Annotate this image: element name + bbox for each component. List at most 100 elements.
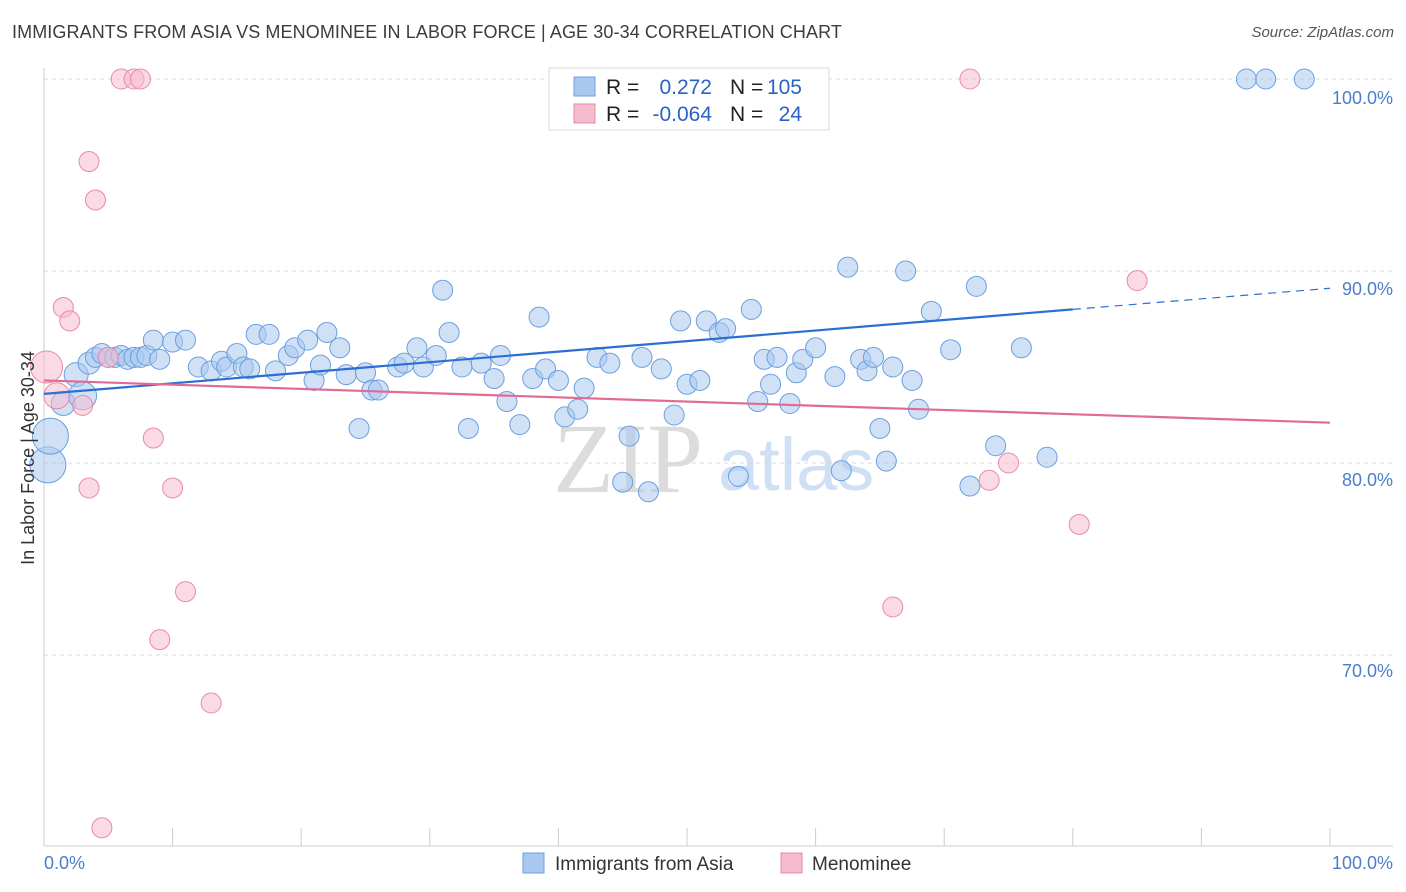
asia-data-point xyxy=(1036,446,1058,468)
legend-r-value-2: -0.064 xyxy=(652,103,712,126)
asia-data-point xyxy=(1255,68,1277,90)
asia-data-point xyxy=(31,417,69,455)
asia-data-point xyxy=(438,321,460,343)
series-menominee-points xyxy=(30,68,1148,839)
asia-data-point xyxy=(406,337,428,359)
asia-trend-line xyxy=(43,308,1073,395)
menominee-data-point xyxy=(84,189,106,211)
asia-data-point xyxy=(329,337,351,359)
asia-data-point xyxy=(618,425,640,447)
menominee-data-point xyxy=(162,477,184,499)
asia-data-point xyxy=(432,279,454,301)
menominee-data-point xyxy=(882,596,904,618)
y-tick-label-100: 100.0% xyxy=(1332,88,1393,108)
asia-data-point xyxy=(862,346,884,368)
menominee-data-point xyxy=(91,817,113,839)
asia-data-point xyxy=(985,435,1007,457)
y-tick-label-70: 70.0% xyxy=(1342,661,1393,681)
asia-data-point xyxy=(715,318,737,340)
legend-r-value-1: 0.272 xyxy=(659,76,712,99)
asia-data-point xyxy=(901,369,923,391)
x-tick-label-max: 100.0% xyxy=(1332,853,1393,873)
asia-data-point xyxy=(297,329,319,351)
menominee-data-point xyxy=(149,629,171,651)
menominee-data-point xyxy=(72,394,94,416)
asia-data-point xyxy=(830,460,852,482)
asia-data-point xyxy=(895,260,917,282)
asia-data-point xyxy=(959,475,981,497)
asia-data-point xyxy=(663,404,685,426)
asia-data-point xyxy=(509,414,531,436)
asia-data-point xyxy=(760,373,782,395)
asia-data-point xyxy=(727,465,749,487)
menominee-data-point xyxy=(78,477,100,499)
asia-data-point xyxy=(637,481,659,503)
asia-data-point xyxy=(567,398,589,420)
asia-data-point xyxy=(869,417,891,439)
x-tick-label-min: 0.0% xyxy=(44,853,85,873)
menominee-data-point xyxy=(97,346,119,368)
asia-data-point xyxy=(875,450,897,472)
menominee-data-point xyxy=(43,382,71,410)
menominee-data-point xyxy=(30,350,64,384)
bottom-legend-swatch-pink xyxy=(780,852,803,874)
series-immigrants-from-asia-points xyxy=(29,68,1315,503)
menominee-data-point xyxy=(78,151,100,173)
trend-lines xyxy=(43,287,1331,424)
source-credit: Source: ZipAtlas.com xyxy=(1251,24,1394,41)
asia-data-point xyxy=(824,366,846,388)
asia-data-point xyxy=(1010,337,1032,359)
stats-legend-box xyxy=(548,67,830,131)
legend-swatch-blue xyxy=(573,76,596,97)
legend-n-value-1: 105 xyxy=(767,76,802,99)
asia-data-point xyxy=(599,352,621,374)
menominee-data-point xyxy=(142,427,164,449)
asia-data-point xyxy=(348,417,370,439)
legend-r-label-2: R = xyxy=(606,103,639,126)
asia-data-point xyxy=(689,369,711,391)
asia-data-point xyxy=(528,306,550,328)
asia-data-point xyxy=(940,339,962,361)
asia-data-point xyxy=(457,417,479,439)
menominee-trend-line xyxy=(43,379,1331,424)
y-tick-label-90: 90.0% xyxy=(1342,279,1393,299)
asia-data-point xyxy=(367,379,389,401)
asia-data-point xyxy=(805,337,827,359)
asia-data-point xyxy=(740,298,762,320)
asia-data-point xyxy=(483,368,505,390)
asia-data-point xyxy=(316,321,338,343)
menominee-data-point xyxy=(978,469,1000,491)
asia-trend-line-extension xyxy=(1072,287,1331,310)
menominee-data-point xyxy=(959,68,981,90)
bottom-legend-label-asia: Immigrants from Asia xyxy=(555,854,734,875)
asia-data-point xyxy=(631,346,653,368)
asia-data-point xyxy=(920,300,942,322)
asia-data-point xyxy=(142,329,164,351)
legend-n-label-2: N = xyxy=(730,103,763,126)
bottom-legend-label-menominee: Menominee xyxy=(812,854,911,875)
asia-data-point xyxy=(837,256,859,278)
menominee-data-point xyxy=(59,310,81,332)
legend-n-label-1: N = xyxy=(730,76,763,99)
menominee-data-point xyxy=(129,68,151,90)
asia-data-point xyxy=(1293,68,1315,90)
asia-data-point xyxy=(149,348,171,370)
asia-data-point xyxy=(747,391,769,413)
asia-data-point xyxy=(965,275,987,297)
menominee-data-point xyxy=(998,452,1019,474)
asia-data-point xyxy=(779,392,801,414)
y-axis-label: In Labor Force | Age 30-34 xyxy=(18,351,38,565)
menominee-data-point xyxy=(1068,513,1090,535)
chart-title: IMMIGRANTS FROM ASIA VS MENOMINEE IN LAB… xyxy=(12,22,842,42)
watermark-atlas: atlas xyxy=(718,423,874,506)
y-tick-label-80: 80.0% xyxy=(1342,470,1393,490)
asia-data-point xyxy=(174,329,196,351)
legend-r-label-1: R = xyxy=(606,76,639,99)
menominee-data-point xyxy=(174,581,196,603)
stats-legend: R = 0.272 N = 105 R = -0.064 N = 24 xyxy=(548,67,830,131)
asia-data-point xyxy=(258,323,280,345)
menominee-data-point xyxy=(200,692,222,714)
menominee-data-point xyxy=(1126,270,1148,292)
asia-data-point xyxy=(573,377,595,399)
